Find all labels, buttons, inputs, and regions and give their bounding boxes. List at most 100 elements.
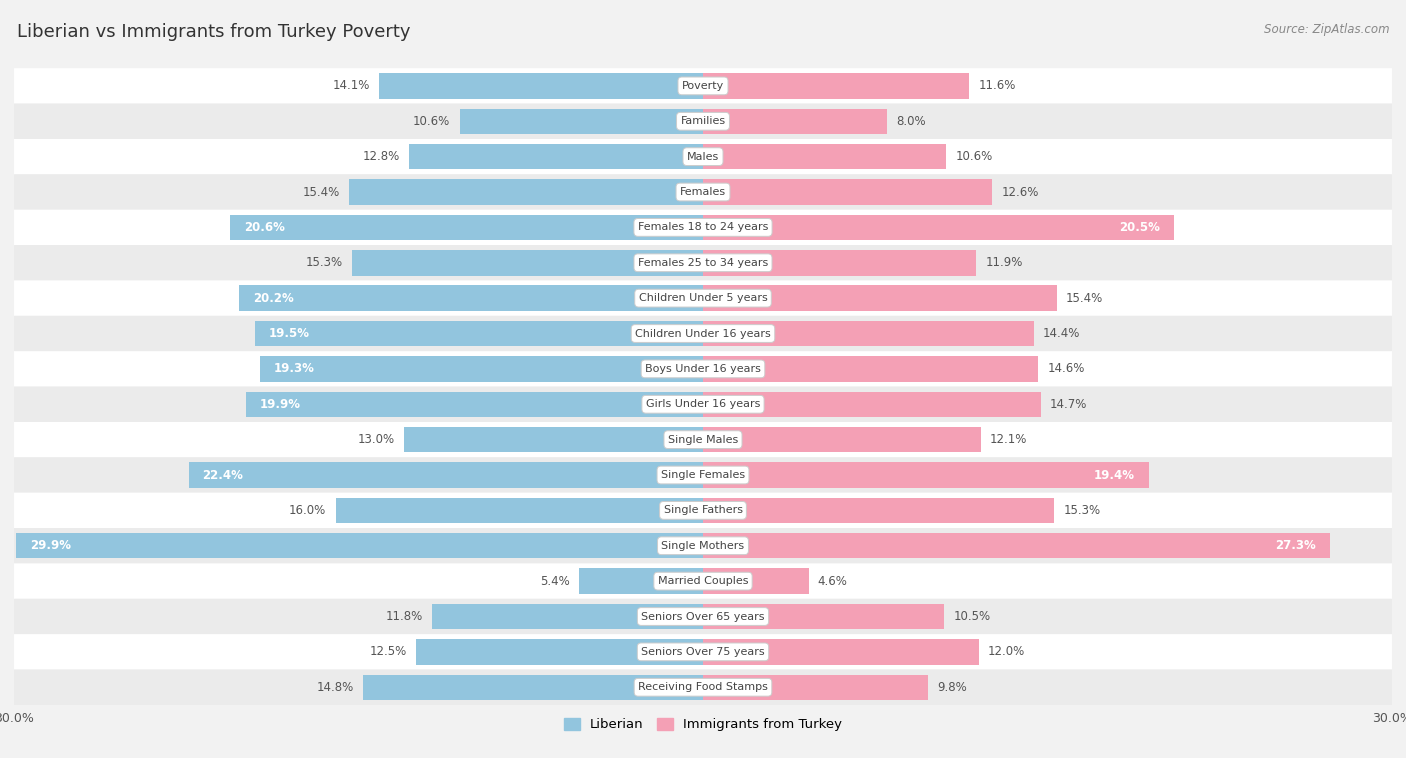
FancyBboxPatch shape — [14, 174, 1392, 210]
Bar — [703, 675, 928, 700]
Text: Single Males: Single Males — [668, 434, 738, 445]
Text: 14.4%: 14.4% — [1043, 327, 1080, 340]
Text: Liberian vs Immigrants from Turkey Poverty: Liberian vs Immigrants from Turkey Pover… — [17, 23, 411, 41]
Bar — [260, 356, 703, 381]
FancyBboxPatch shape — [14, 599, 1392, 634]
Text: 12.0%: 12.0% — [988, 645, 1025, 659]
Text: Females 25 to 34 years: Females 25 to 34 years — [638, 258, 768, 268]
Text: Boys Under 16 years: Boys Under 16 years — [645, 364, 761, 374]
Text: 12.6%: 12.6% — [1001, 186, 1039, 199]
FancyBboxPatch shape — [14, 563, 1392, 599]
Bar — [256, 321, 703, 346]
Bar — [703, 108, 887, 134]
FancyBboxPatch shape — [14, 669, 1392, 705]
Text: 5.4%: 5.4% — [540, 575, 569, 587]
FancyBboxPatch shape — [14, 387, 1392, 422]
Bar — [703, 568, 808, 594]
Text: Receiving Food Stamps: Receiving Food Stamps — [638, 682, 768, 692]
Bar — [703, 250, 976, 275]
Bar — [703, 604, 945, 629]
Bar — [703, 533, 1330, 559]
Bar — [416, 639, 703, 665]
FancyBboxPatch shape — [14, 68, 1392, 104]
Bar — [703, 286, 1057, 311]
FancyBboxPatch shape — [14, 210, 1392, 245]
Text: Poverty: Poverty — [682, 81, 724, 91]
Text: 12.1%: 12.1% — [990, 433, 1028, 446]
Text: 9.8%: 9.8% — [938, 681, 967, 694]
Text: 11.9%: 11.9% — [986, 256, 1022, 269]
Text: 10.6%: 10.6% — [956, 150, 993, 163]
Text: 12.5%: 12.5% — [370, 645, 406, 659]
Bar — [703, 356, 1038, 381]
FancyBboxPatch shape — [14, 493, 1392, 528]
Text: 14.1%: 14.1% — [333, 80, 370, 92]
Text: 19.9%: 19.9% — [260, 398, 301, 411]
Bar — [363, 675, 703, 700]
Bar — [703, 144, 946, 169]
Bar — [460, 108, 703, 134]
Text: Single Fathers: Single Fathers — [664, 506, 742, 515]
Text: 10.6%: 10.6% — [413, 114, 450, 128]
Bar — [188, 462, 703, 487]
Text: 14.7%: 14.7% — [1050, 398, 1087, 411]
Text: Families: Families — [681, 116, 725, 127]
FancyBboxPatch shape — [14, 104, 1392, 139]
FancyBboxPatch shape — [14, 457, 1392, 493]
Bar — [703, 639, 979, 665]
Text: 8.0%: 8.0% — [896, 114, 925, 128]
Text: 4.6%: 4.6% — [818, 575, 848, 587]
Text: Children Under 5 years: Children Under 5 years — [638, 293, 768, 303]
Bar — [349, 180, 703, 205]
Text: Married Couples: Married Couples — [658, 576, 748, 586]
Text: 20.6%: 20.6% — [243, 221, 284, 234]
Text: Source: ZipAtlas.com: Source: ZipAtlas.com — [1264, 23, 1389, 36]
Text: 15.3%: 15.3% — [305, 256, 343, 269]
Text: 14.6%: 14.6% — [1047, 362, 1085, 375]
FancyBboxPatch shape — [14, 316, 1392, 351]
Text: 10.5%: 10.5% — [953, 610, 990, 623]
Bar — [703, 427, 981, 453]
FancyBboxPatch shape — [14, 280, 1392, 316]
Text: 22.4%: 22.4% — [202, 468, 243, 481]
Text: Single Mothers: Single Mothers — [661, 540, 745, 551]
Text: 15.4%: 15.4% — [1066, 292, 1104, 305]
FancyBboxPatch shape — [14, 351, 1392, 387]
Bar — [336, 498, 703, 523]
Bar — [703, 74, 969, 99]
Text: Girls Under 16 years: Girls Under 16 years — [645, 399, 761, 409]
Bar — [703, 392, 1040, 417]
Bar — [352, 250, 703, 275]
Bar — [405, 427, 703, 453]
Bar — [703, 462, 1149, 487]
Legend: Liberian, Immigrants from Turkey: Liberian, Immigrants from Turkey — [558, 713, 848, 737]
Text: 14.8%: 14.8% — [316, 681, 354, 694]
Bar — [703, 498, 1054, 523]
FancyBboxPatch shape — [14, 139, 1392, 174]
Text: Females 18 to 24 years: Females 18 to 24 years — [638, 222, 768, 233]
Text: 29.9%: 29.9% — [30, 539, 72, 553]
FancyBboxPatch shape — [14, 528, 1392, 563]
Text: 20.2%: 20.2% — [253, 292, 294, 305]
Bar — [231, 215, 703, 240]
Text: 27.3%: 27.3% — [1275, 539, 1316, 553]
Text: 15.3%: 15.3% — [1063, 504, 1101, 517]
Text: 20.5%: 20.5% — [1119, 221, 1160, 234]
Bar — [703, 321, 1033, 346]
Text: Single Females: Single Females — [661, 470, 745, 480]
Bar — [432, 604, 703, 629]
Text: 19.4%: 19.4% — [1094, 468, 1135, 481]
Text: 11.8%: 11.8% — [385, 610, 423, 623]
Text: Males: Males — [688, 152, 718, 161]
FancyBboxPatch shape — [14, 422, 1392, 457]
Bar — [239, 286, 703, 311]
Bar — [246, 392, 703, 417]
Text: 15.4%: 15.4% — [302, 186, 340, 199]
Text: Seniors Over 75 years: Seniors Over 75 years — [641, 647, 765, 657]
Text: 12.8%: 12.8% — [363, 150, 399, 163]
Bar — [579, 568, 703, 594]
Text: 19.5%: 19.5% — [269, 327, 309, 340]
Text: 16.0%: 16.0% — [290, 504, 326, 517]
Bar — [380, 74, 703, 99]
Bar — [703, 180, 993, 205]
